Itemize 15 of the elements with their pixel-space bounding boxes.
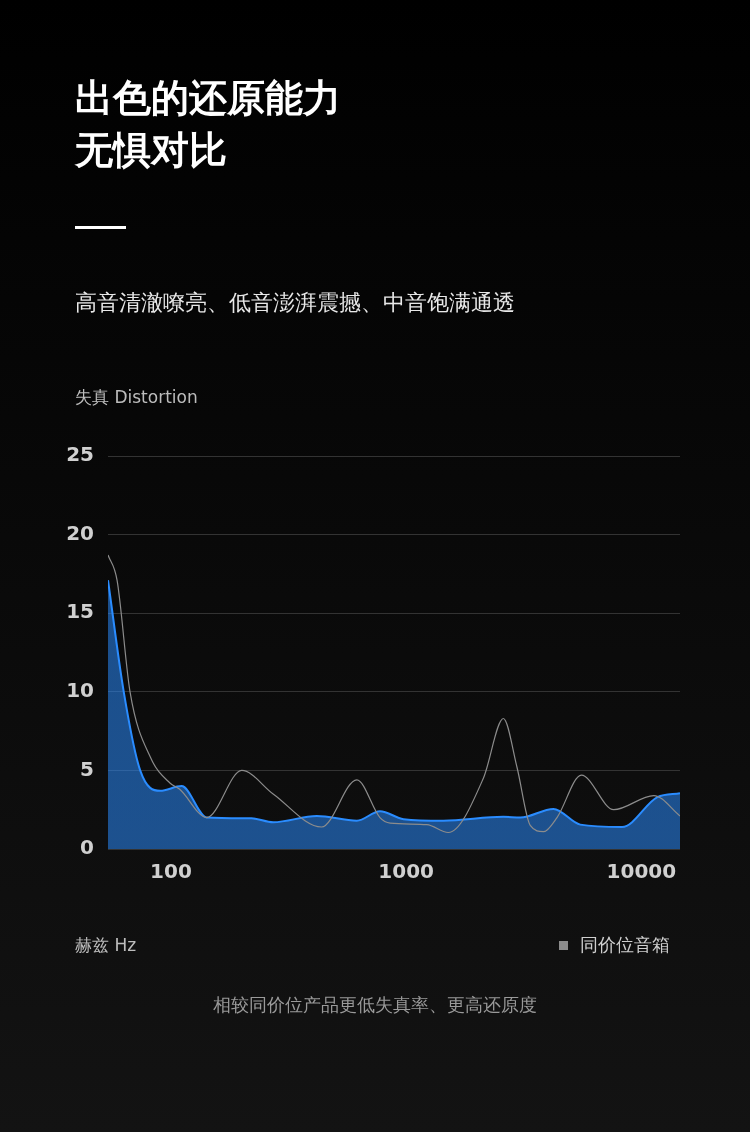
chart-subtitle: 高音清澈嘹亮、低音澎湃震撼、中音饱满通透: [75, 289, 515, 317]
y-tick-label: 20: [66, 520, 94, 545]
legend-label: 同价位音箱: [580, 933, 670, 957]
y-tick-label: 5: [80, 756, 94, 781]
x-tick-label: 1000: [378, 859, 434, 884]
y-tick-label: 25: [66, 442, 94, 467]
y-tick-label: 0: [80, 835, 94, 860]
text: 相较同价位产品更低失真率、更高还原度: [212, 993, 538, 1017]
x-axis-title: 赫兹 Hz: [75, 933, 137, 957]
y-axis-title: 失真 Distortion: [75, 386, 198, 409]
y-tick-label: 15: [66, 599, 94, 624]
chart-title: 出色的还原能力无惧对比: [75, 75, 342, 174]
x-tick-label: 100: [150, 859, 192, 884]
y-tick-label: 10: [66, 678, 94, 702]
x-tick-label: 10000: [606, 859, 677, 884]
